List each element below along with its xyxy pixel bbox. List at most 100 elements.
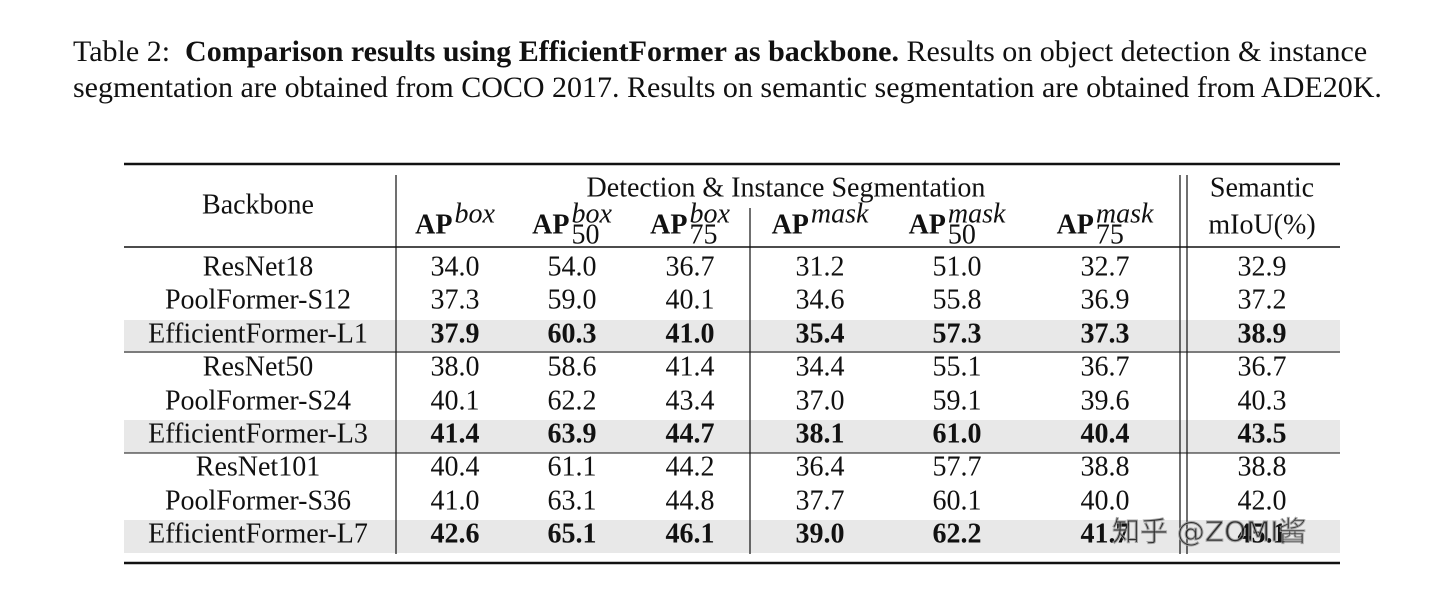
value-cell: 32.7: [1081, 251, 1130, 282]
value-cell: 44.2: [666, 451, 715, 482]
header-sub: 75: [689, 219, 717, 250]
value-cell: 45.1: [1238, 518, 1287, 549]
caption-title: Comparison results using EfficientFormer…: [185, 35, 899, 68]
value-cell: 63.1: [548, 485, 597, 516]
caption: Table 2: Comparison results using Effici…: [73, 34, 1403, 106]
value-cell: 63.9: [548, 418, 597, 449]
header-semantic: Semantic: [1210, 172, 1314, 203]
value-cell: 57.7: [933, 451, 982, 482]
value-cell: 36.4: [796, 451, 845, 482]
value-cell: 38.9: [1238, 318, 1287, 349]
value-cell: 37.7: [796, 485, 845, 516]
header-ap: AP: [1057, 209, 1094, 240]
header-group: Detection & Instance Segmentation: [587, 172, 986, 203]
value-cell: 36.7: [1081, 351, 1130, 382]
value-cell: 34.6: [796, 284, 845, 315]
value-cell: 41.7: [1081, 518, 1130, 549]
value-cell: 60.3: [548, 318, 597, 349]
value-cell: 55.1: [933, 351, 982, 382]
value-cell: 38.0: [431, 351, 480, 382]
watermark: 知乎 @ZOMI酱: [1112, 515, 1307, 548]
header-semantic: mIoU(%): [1208, 209, 1315, 240]
header-sup: box: [689, 198, 730, 229]
value-cell: 57.3: [933, 318, 982, 349]
backbone-cell: PoolFormer-S36: [165, 485, 351, 516]
backbone-cell: EfficientFormer-L3: [148, 418, 368, 449]
header-ap: AP: [909, 209, 946, 240]
value-cell: 55.8: [933, 284, 982, 315]
value-cell: 41.4: [431, 418, 480, 449]
value-cell: 41.0: [666, 318, 715, 349]
value-cell: 37.2: [1238, 284, 1287, 315]
value-cell: 43.4: [666, 385, 715, 416]
header-ap: AP: [650, 209, 687, 240]
header-backbone: Backbone: [202, 189, 314, 220]
value-cell: 41.0: [431, 485, 480, 516]
header-sup: mask: [1096, 198, 1154, 229]
value-cell: 60.1: [933, 485, 982, 516]
value-cell: 59.0: [548, 284, 597, 315]
value-cell: 59.1: [933, 385, 982, 416]
backbone-cell: PoolFormer-S24: [165, 385, 351, 416]
value-cell: 42.0: [1238, 485, 1287, 516]
value-cell: 61.1: [548, 451, 597, 482]
value-cell: 40.4: [1081, 418, 1130, 449]
value-cell: 39.6: [1081, 385, 1130, 416]
row-shade: [124, 420, 1340, 453]
value-cell: 43.5: [1238, 418, 1287, 449]
caption-label: Table 2:: [73, 35, 171, 68]
value-cell: 31.2: [796, 251, 845, 282]
value-cell: 44.8: [666, 485, 715, 516]
header-ap: AP: [532, 209, 569, 240]
backbone-cell: ResNet18: [203, 251, 313, 282]
value-cell: 41.4: [666, 351, 715, 382]
value-cell: 34.0: [431, 251, 480, 282]
value-cell: 35.4: [796, 318, 845, 349]
value-cell: 37.0: [796, 385, 845, 416]
value-cell: 65.1: [548, 518, 597, 549]
value-cell: 36.7: [666, 251, 715, 282]
value-cell: 32.9: [1238, 251, 1287, 282]
header-sup: box: [571, 198, 612, 229]
header-ap: AP: [415, 209, 452, 240]
value-cell: 42.6: [431, 518, 480, 549]
header-sub: 50: [571, 219, 599, 250]
value-cell: 38.8: [1238, 451, 1287, 482]
header-sup: box: [454, 198, 495, 229]
value-cell: 51.0: [933, 251, 982, 282]
value-cell: 46.1: [666, 518, 715, 549]
backbone-cell: PoolFormer-S12: [165, 284, 351, 315]
value-cell: 37.3: [431, 284, 480, 315]
value-cell: 62.2: [548, 385, 597, 416]
row-shade: [124, 520, 1340, 553]
backbone-cell: ResNet101: [196, 451, 320, 482]
header-ap: AP: [772, 209, 809, 240]
value-cell: 36.7: [1238, 351, 1287, 382]
backbone-cell: ResNet50: [203, 351, 313, 382]
value-cell: 38.1: [796, 418, 845, 449]
value-cell: 39.0: [796, 518, 845, 549]
value-cell: 58.6: [548, 351, 597, 382]
value-cell: 40.4: [431, 451, 480, 482]
value-cell: 40.0: [1081, 485, 1130, 516]
backbone-cell: EfficientFormer-L7: [148, 518, 368, 549]
value-cell: 37.9: [431, 318, 480, 349]
header-sup: mask: [948, 198, 1006, 229]
value-cell: 40.1: [431, 385, 480, 416]
value-cell: 62.2: [933, 518, 982, 549]
value-cell: 54.0: [548, 251, 597, 282]
value-cell: 38.8: [1081, 451, 1130, 482]
backbone-cell: EfficientFormer-L1: [148, 318, 368, 349]
value-cell: 61.0: [933, 418, 982, 449]
value-cell: 44.7: [666, 418, 715, 449]
value-cell: 34.4: [796, 351, 845, 382]
header-sup: mask: [811, 198, 869, 229]
value-cell: 36.9: [1081, 284, 1130, 315]
row-shade: [124, 320, 1340, 353]
value-cell: 37.3: [1081, 318, 1130, 349]
value-cell: 40.1: [666, 284, 715, 315]
value-cell: 40.3: [1238, 385, 1287, 416]
header-sub: 50: [948, 219, 976, 250]
